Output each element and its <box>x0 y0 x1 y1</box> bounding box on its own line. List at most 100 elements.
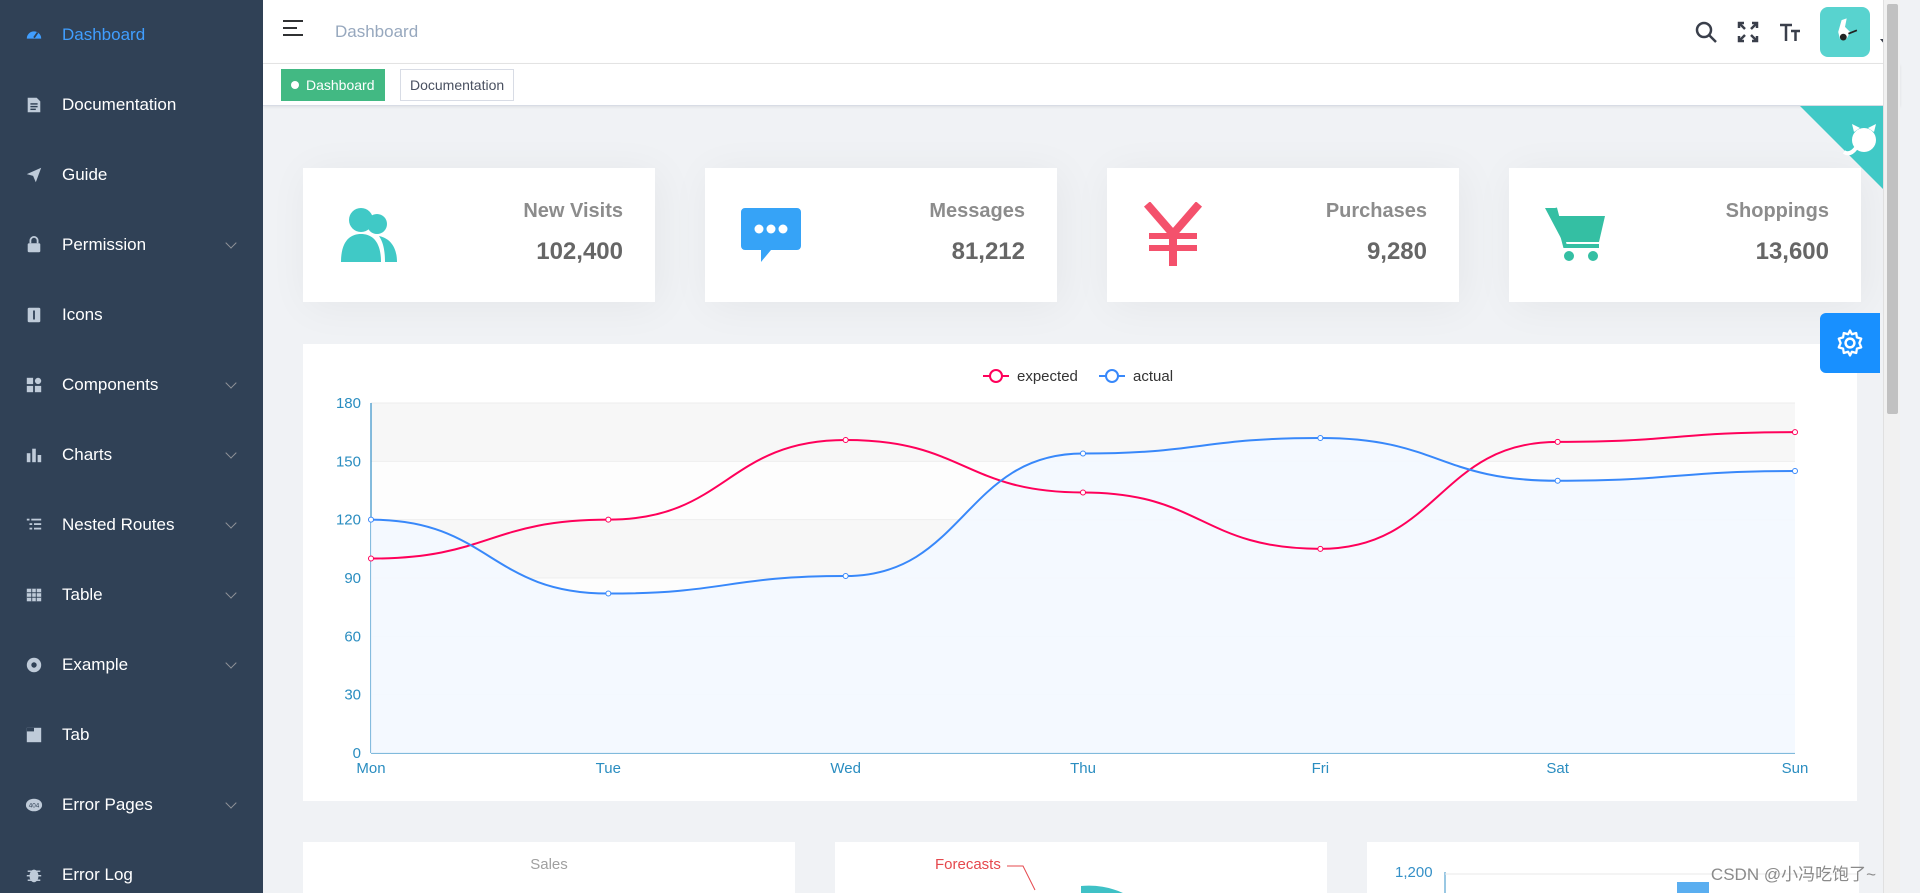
tag-label: Dashboard <box>306 77 375 93</box>
card-messages[interactable]: Messages 81,212 <box>705 168 1057 302</box>
legend-marker-actual <box>1105 369 1119 383</box>
tag-documentation[interactable]: Documentation <box>400 69 515 101</box>
svg-text:404: 404 <box>29 803 40 810</box>
message-icon <box>739 202 803 266</box>
x-tick-label: Fri <box>1312 760 1330 777</box>
page-scrollbar[interactable] <box>1883 0 1900 893</box>
sidebar-item-permission[interactable]: Permission <box>0 210 263 280</box>
sales-panel: Sales <box>303 842 795 893</box>
components-icon <box>24 375 44 395</box>
hamburger-icon[interactable] <box>283 20 305 40</box>
navbar-right-menu <box>1684 6 1890 58</box>
data-point-actual <box>1554 477 1561 484</box>
data-point-actual <box>842 573 849 580</box>
sidebar-item-label: Charts <box>62 445 113 464</box>
x-tick-label: Tue <box>596 760 621 777</box>
x-tick-label: Mon <box>356 760 385 777</box>
chevron-down-icon <box>225 797 237 809</box>
404-icon: 404 <box>24 795 44 815</box>
sidebar-item-dashboard[interactable]: Dashboard <box>0 0 263 70</box>
sidebar-item-label: Guide <box>62 165 108 184</box>
x-tick-label: Thu <box>1070 760 1096 777</box>
fullscreen-icon[interactable] <box>1728 12 1768 52</box>
lock-icon <box>24 235 44 255</box>
sidebar-item-nested-routes[interactable]: Nested Routes <box>0 490 263 560</box>
line-chart: 0 30 60 90 120 150 180 Mon Tue Wed Thu Fri Sat Sun exp… <box>336 368 1809 777</box>
sidebar-item-icons[interactable]: Icons <box>0 280 263 350</box>
sidebar-item-label: Icons <box>62 305 103 324</box>
avatar[interactable] <box>1820 7 1870 57</box>
sidebar-item-error-pages[interactable]: 404 Error Pages <box>0 770 263 840</box>
card-shoppings[interactable]: Shoppings 13,600 <box>1509 168 1861 302</box>
legend-marker-expected <box>989 369 1003 383</box>
data-point-actual <box>605 590 612 597</box>
money-icon <box>1141 201 1205 266</box>
chevron-down-icon <box>225 237 237 249</box>
card-title: Purchases <box>1325 200 1427 222</box>
settings-button[interactable] <box>1820 313 1880 373</box>
data-point-actual <box>1317 435 1324 441</box>
search-icon[interactable] <box>1686 12 1726 52</box>
tag-label: Documentation <box>410 77 505 93</box>
documentation-icon <box>24 95 44 115</box>
x-tick-label: Sat <box>1546 760 1569 777</box>
dashboard-icon <box>24 25 44 45</box>
card-title: New Visits <box>523 200 623 222</box>
y-tick-label: 90 <box>344 570 361 587</box>
sidebar-item-label: Error Log <box>62 865 133 884</box>
sidebar-item-label: Error Pages <box>62 795 153 814</box>
sidebar-item-guide[interactable]: Guide <box>0 140 263 210</box>
sidebar-item-tab[interactable]: Tab <box>0 700 263 770</box>
table-icon <box>24 585 44 605</box>
github-corner-icon[interactable] <box>1800 106 1900 206</box>
card-value: 13,600 <box>1755 238 1829 265</box>
example-icon <box>24 655 44 675</box>
sidebar-item-label: Components <box>62 375 159 394</box>
card-value: 102,400 <box>536 238 623 265</box>
tag-dashboard[interactable]: Dashboard <box>281 69 385 101</box>
bar-y-tick: 1,200 <box>1395 864 1433 881</box>
data-point-expected <box>842 436 849 443</box>
card-new-visits[interactable]: New Visits 102,400 <box>303 168 655 302</box>
data-point-expected <box>1080 489 1086 496</box>
y-tick-label: 180 <box>336 395 361 412</box>
sidebar-item-label: Documentation <box>62 95 177 114</box>
scrollbar-thumb[interactable] <box>1887 4 1898 414</box>
breadcrumb[interactable]: Dashboard <box>335 22 419 41</box>
shopping-icon <box>1543 202 1607 266</box>
font-size-icon[interactable] <box>1770 12 1810 52</box>
data-point-expected <box>1792 429 1798 436</box>
x-tick-label: Sun <box>1782 760 1809 777</box>
chevron-down-icon <box>225 657 237 669</box>
sidebar-item-charts[interactable]: Charts <box>0 420 263 490</box>
y-tick-label: 60 <box>344 628 361 645</box>
sidebar-item-label: Dashboard <box>62 25 146 44</box>
pie-chart-fragment <box>1007 865 1123 893</box>
chevron-down-icon <box>225 587 237 599</box>
tab-icon <box>24 725 44 745</box>
tags-view: Dashboard Documentation <box>263 64 1900 106</box>
data-point-expected <box>1554 438 1561 445</box>
y-tick-label: 150 <box>336 453 361 470</box>
sidebar-item-components[interactable]: Components <box>0 350 263 420</box>
bar-chart-panel: 1,200 <box>1367 842 1859 893</box>
data-point-expected <box>1317 545 1324 552</box>
avatar-image <box>1838 18 1858 41</box>
card-value: 9,280 <box>1366 238 1427 265</box>
sidebar-item-example[interactable]: Example <box>0 630 263 700</box>
bug-icon <box>24 865 44 885</box>
sidebar-item-label: Permission <box>62 235 147 254</box>
sidebar-item-error-log[interactable]: Error Log <box>0 840 263 893</box>
bar-chart-fragment <box>1444 872 1859 893</box>
card-purchases[interactable]: Purchases 9,280 <box>1107 168 1459 302</box>
legend-label-expected: expected <box>1017 368 1078 385</box>
main-area: Dashboard Dashboard <box>263 0 1900 893</box>
chevron-down-icon <box>225 377 237 389</box>
sidebar-item-label: Example <box>62 655 129 674</box>
peoples-icon <box>337 202 401 266</box>
sidebar-item-table[interactable]: Table <box>0 560 263 630</box>
sidebar-item-label: Nested Routes <box>62 515 175 534</box>
dashboard-content: New Visits 102,400 Messages 81,212 <box>263 106 1900 893</box>
sales-title: Sales <box>530 856 568 873</box>
sidebar-item-documentation[interactable]: Documentation <box>0 70 263 140</box>
